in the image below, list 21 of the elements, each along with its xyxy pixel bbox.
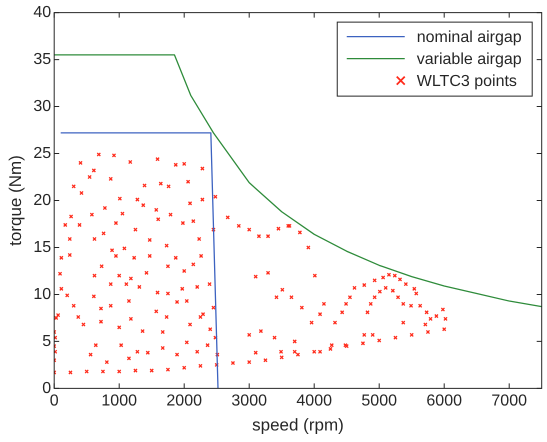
- x-tick-label: 5000: [361, 392, 398, 410]
- y-tick-label: 25: [33, 144, 52, 162]
- x-axis-title: speed (rpm): [252, 415, 344, 434]
- x-tick-label: 3000: [231, 392, 268, 410]
- y-tick-label: 20: [33, 192, 52, 209]
- y-tick-label: 30: [33, 98, 52, 115]
- y-tick-label: 35: [33, 50, 52, 68]
- legend-label: variable airgap: [416, 51, 522, 68]
- x-tick-label: 1000: [101, 392, 138, 410]
- y-tick-label: 10: [33, 286, 52, 303]
- y-tick-label: 0: [42, 380, 52, 397]
- y-tick-label: 5: [42, 332, 52, 350]
- x-tick-label: 4000: [296, 392, 332, 410]
- x-tick-label: 7000: [491, 392, 528, 410]
- y-axis-title: torque (Nm): [6, 155, 25, 246]
- x-tick-label: 6000: [426, 392, 462, 410]
- legend-label: nominal airgap: [416, 29, 522, 46]
- legend-label: WLTC3 points: [416, 73, 517, 90]
- y-tick-label: 15: [33, 238, 52, 256]
- x-tick-label: 2000: [166, 392, 202, 410]
- y-tick-label: 40: [33, 4, 52, 22]
